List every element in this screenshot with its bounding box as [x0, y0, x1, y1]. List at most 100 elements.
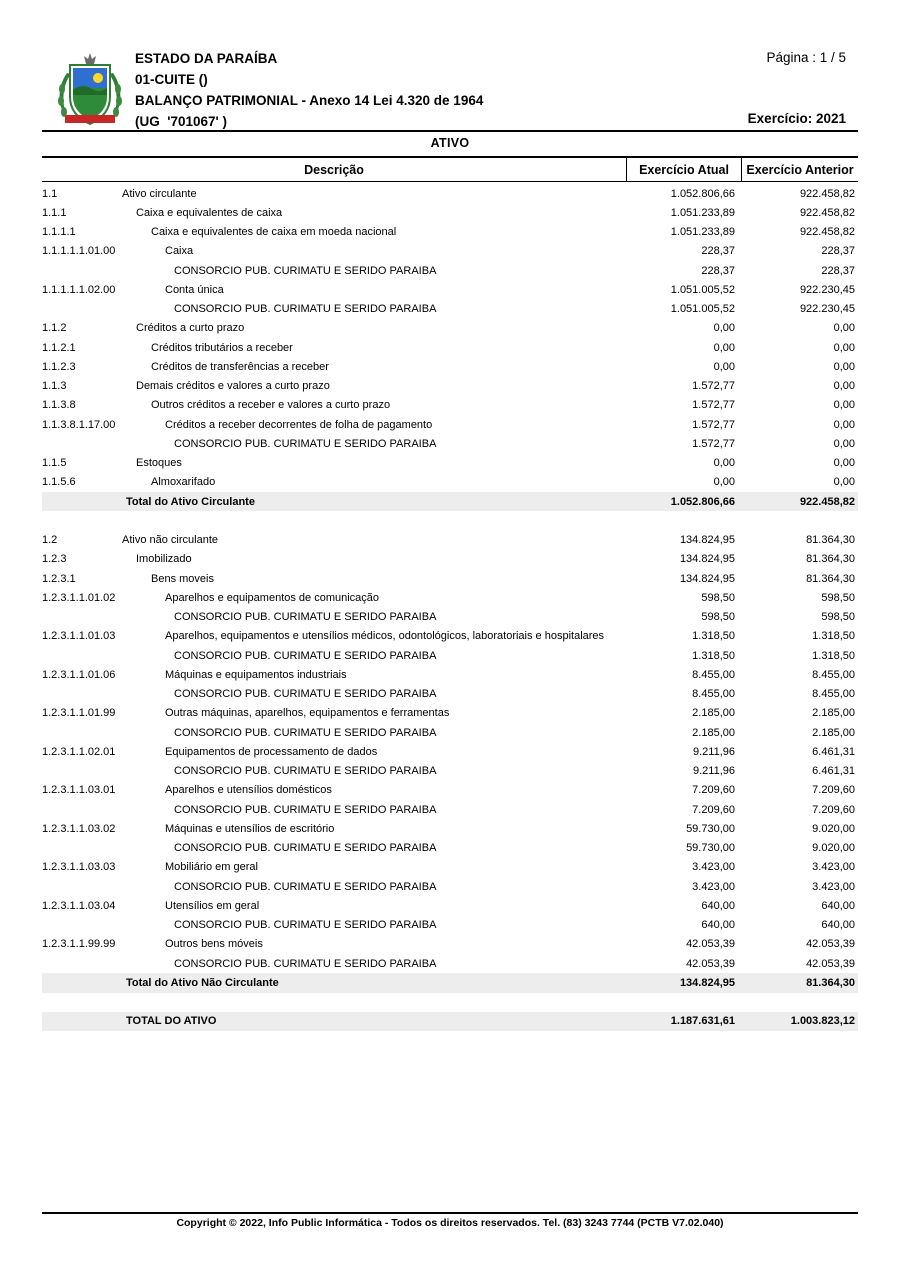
row-code: 1.1.2.1 — [42, 341, 76, 354]
table-total-row: TOTAL DO ATIVO 1.187.631,61 1.003.823,12 — [42, 1011, 858, 1031]
row-value-exercicio-anterior: 42.053,39 — [806, 957, 855, 970]
row-value-exercicio-atual: 134.824,95 — [679, 976, 735, 989]
table-row: 1.1.5.6 Almoxarifado 0,00 0,00 — [42, 473, 858, 492]
row-value-exercicio-anterior: 922.230,45 — [799, 303, 855, 316]
row-value-exercicio-anterior: 0,00 — [833, 322, 855, 335]
row-code: 1.2.3.1.1.02.01 — [42, 745, 116, 758]
state-name: ESTADO DA PARAÍBA — [135, 51, 278, 66]
row-value-exercicio-anterior: 9.020,00 — [812, 822, 855, 835]
table-row: 1.1.3.8.1.17.00 Créditos a receber decor… — [42, 415, 858, 434]
row-value-exercicio-atual: 134.824,95 — [679, 534, 735, 547]
row-description: Almoxarifado — [151, 476, 216, 489]
row-value-exercicio-atual: 640,00 — [701, 899, 735, 912]
row-code: 1.1.1.1.1.02.00 — [42, 283, 116, 296]
row-description: Conta única — [165, 283, 224, 296]
table-row: 1.2.3.1.1.01.06 Máquinas e equipamentos … — [42, 665, 858, 684]
row-description: Outras máquinas, aparelhos, equipamentos… — [165, 707, 450, 720]
row-code: 1.2.3.1.1.01.02 — [42, 591, 116, 604]
row-value-exercicio-atual: 42.053,39 — [686, 957, 735, 970]
row-value-exercicio-anterior: 922.458,82 — [799, 495, 855, 508]
row-description: Máquinas e utensílios de escritório — [165, 822, 335, 835]
table-row: CONSORCIO PUB. CURIMATU E SERIDO PARAIBA… — [42, 800, 858, 819]
row-code: 1.2.3.1.1.99.99 — [42, 938, 116, 951]
table-row: 1.1.3 Demais créditos e valores a curto … — [42, 377, 858, 396]
row-value-exercicio-atual: 7.209,60 — [692, 803, 735, 816]
row-description: CONSORCIO PUB. CURIMATU E SERIDO PARAIBA — [174, 264, 437, 277]
row-code: 1.1.3.8.1.17.00 — [42, 418, 116, 431]
row-value-exercicio-atual: 0,00 — [713, 322, 735, 335]
copyright-text: Copyright © 2022, Info Public Informátic… — [176, 1217, 724, 1229]
row-value-exercicio-anterior: 922.458,82 — [799, 187, 855, 200]
row-description: CONSORCIO PUB. CURIMATU E SERIDO PARAIBA — [174, 688, 437, 701]
row-code: 1.1.2.3 — [42, 360, 76, 373]
row-description: Outros créditos a receber e valores a cu… — [151, 399, 391, 412]
table-row: 1.2.3.1.1.02.01 Equipamentos de processa… — [42, 742, 858, 761]
row-value-exercicio-atual: 1.572,77 — [692, 399, 735, 412]
row-code: 1.2.3.1.1.03.02 — [42, 822, 116, 835]
row-description: Aparelhos e equipamentos de comunicação — [165, 591, 380, 604]
balance-table: Descrição Exercício Atual Exercício Ante… — [42, 156, 858, 1031]
row-description: Outros bens móveis — [165, 938, 263, 951]
table-row: 1.1 Ativo circulante 1.052.806,66 922.45… — [42, 184, 858, 203]
row-description: Total do Ativo Não Circulante — [126, 976, 279, 989]
row-code: 1.2 — [42, 534, 58, 547]
table-row: 1.1.2 Créditos a curto prazo 0,00 0,00 — [42, 319, 858, 338]
row-value-exercicio-anterior: 6.461,31 — [812, 765, 855, 778]
section-title-ativo: ATIVO — [430, 136, 470, 150]
row-description: Imobilizado — [136, 553, 192, 566]
report-title: BALANÇO PATRIMONIAL - Anexo 14 Lei 4.320… — [135, 93, 484, 108]
table-row: CONSORCIO PUB. CURIMATU E SERIDO PARAIBA… — [42, 954, 858, 973]
table-row: 1.1.1.1 Caixa e equivalentes de caixa em… — [42, 223, 858, 242]
table-row: 1.2.3.1.1.03.04 Utensílios em geral 640,… — [42, 896, 858, 915]
table-row: CONSORCIO PUB. CURIMATU E SERIDO PARAIBA… — [42, 762, 858, 781]
header-rule — [42, 130, 858, 132]
table-body: 1.1 Ativo circulante 1.052.806,66 922.45… — [42, 182, 858, 1031]
row-value-exercicio-atual: 59.730,00 — [686, 842, 735, 855]
row-code: 1.2.3.1.1.03.04 — [42, 899, 116, 912]
table-row: 1.2.3 Imobilizado 134.824,95 81.364,30 — [42, 550, 858, 569]
table-total-row: Total do Ativo Circulante 1.052.806,66 9… — [42, 492, 858, 512]
row-value-exercicio-anterior: 922.458,82 — [799, 206, 855, 219]
row-description: CONSORCIO PUB. CURIMATU E SERIDO PARAIBA — [174, 803, 437, 816]
row-value-exercicio-atual: 598,50 — [701, 611, 735, 624]
row-value-exercicio-anterior: 0,00 — [833, 360, 855, 373]
row-value-exercicio-anterior: 81.364,30 — [806, 572, 855, 585]
row-value-exercicio-atual: 2.185,00 — [692, 726, 735, 739]
row-code: 1.1.3 — [42, 380, 67, 393]
row-code: 1.1.5 — [42, 457, 67, 470]
table-row: 1.1.1.1.1.02.00 Conta única 1.051.005,52… — [42, 280, 858, 299]
row-value-exercicio-atual: 134.824,95 — [679, 553, 735, 566]
row-value-exercicio-atual: 3.423,00 — [692, 880, 735, 893]
row-value-exercicio-anterior: 0,00 — [833, 399, 855, 412]
table-row: 1.1.1 Caixa e equivalentes de caixa 1.05… — [42, 203, 858, 222]
row-description: Ativo não circulante — [122, 534, 218, 547]
page-number: Página : 1 / 5 — [766, 50, 846, 65]
row-value-exercicio-atual: 7.209,60 — [692, 784, 735, 797]
table-row: 1.2.3.1 Bens moveis 134.824,95 81.364,30 — [42, 569, 858, 588]
row-code: 1.2.3.1 — [42, 572, 76, 585]
row-code: 1.1.2 — [42, 322, 67, 335]
row-value-exercicio-anterior: 228,37 — [821, 245, 855, 258]
table-row: 1.2.3.1.1.01.03 Aparelhos, equipamentos … — [42, 627, 858, 646]
row-value-exercicio-atual: 0,00 — [713, 476, 735, 489]
row-value-exercicio-anterior: 0,00 — [833, 418, 855, 431]
ug-code: (UG '701067' ) — [135, 114, 227, 129]
row-value-exercicio-atual: 1.318,50 — [692, 630, 735, 643]
row-description: Ativo circulante — [122, 187, 197, 200]
table-row: CONSORCIO PUB. CURIMATU E SERIDO PARAIBA… — [42, 685, 858, 704]
table-row: 1.2.3.1.1.01.99 Outras máquinas, aparelh… — [42, 704, 858, 723]
table-row: 1.2.3.1.1.99.99 Outros bens móveis 42.05… — [42, 935, 858, 954]
table-row: CONSORCIO PUB. CURIMATU E SERIDO PARAIBA… — [42, 723, 858, 742]
row-value-exercicio-atual: 42.053,39 — [686, 938, 735, 951]
table-header-row: Descrição Exercício Atual Exercício Ante… — [42, 156, 858, 182]
row-description: Caixa — [165, 245, 194, 258]
row-code: 1.1.1 — [42, 206, 67, 219]
row-value-exercicio-anterior: 7.209,60 — [812, 803, 855, 816]
row-value-exercicio-atual: 134.824,95 — [679, 572, 735, 585]
row-value-exercicio-anterior: 3.423,00 — [812, 861, 855, 874]
row-value-exercicio-atual: 1.051.005,52 — [670, 303, 735, 316]
row-value-exercicio-anterior: 81.364,30 — [806, 553, 855, 566]
row-description: Caixa e equivalentes de caixa em moeda n… — [151, 226, 397, 239]
row-description: Créditos tributários a receber — [151, 341, 293, 354]
